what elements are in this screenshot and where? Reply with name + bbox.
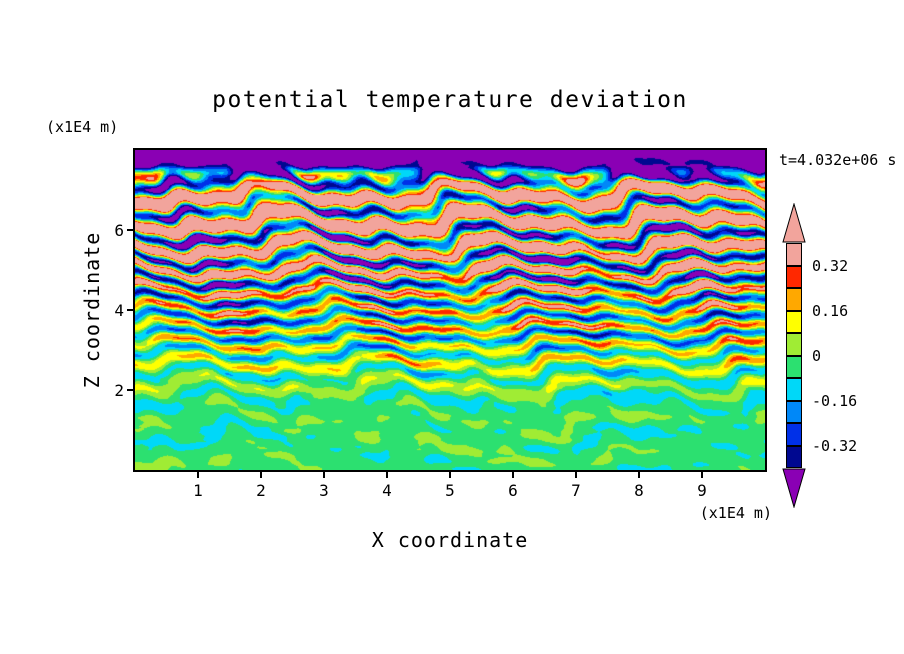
colorbar-segment xyxy=(786,333,802,356)
colorbar-tick-label: 0.32 xyxy=(812,256,849,275)
colorbar-tick-label: -0.32 xyxy=(812,436,858,455)
colorbar-segment xyxy=(786,310,802,333)
x-axis-tick xyxy=(575,472,577,478)
x-tick-label: 9 xyxy=(697,481,707,500)
colorbar-segment xyxy=(786,355,802,378)
x-axis-tick xyxy=(701,472,703,478)
x-axis-unit-label: (x1E4 m) xyxy=(699,504,772,522)
x-axis-tick xyxy=(638,472,640,478)
x-axis-tick xyxy=(512,472,514,478)
chart-title: potential temperature deviation xyxy=(212,87,688,113)
x-tick-label: 4 xyxy=(382,481,392,500)
colorbar-segment xyxy=(786,400,802,423)
x-axis-tick xyxy=(197,472,199,478)
colorbar-tick-label: 0.16 xyxy=(812,301,849,320)
contour-field-canvas xyxy=(135,150,765,470)
x-tick-label: 5 xyxy=(445,481,455,500)
colorbar-tick-label: -0.16 xyxy=(812,391,858,410)
colorbar-segment xyxy=(786,265,802,288)
colorbar-segment xyxy=(786,423,802,446)
z-axis-unit-label: (x1E4 m) xyxy=(46,118,119,136)
x-tick-label: 1 xyxy=(193,481,203,500)
colorbar-segment xyxy=(786,445,802,468)
x-axis-tick xyxy=(260,472,262,478)
x-axis-tick xyxy=(386,472,388,478)
x-tick-label: 7 xyxy=(571,481,581,500)
colorbar-segment xyxy=(786,288,802,311)
colorbar-segment xyxy=(786,378,802,401)
colorbar-under-arrow xyxy=(782,468,806,508)
plot-frame xyxy=(133,148,767,472)
x-tick-label: 2 xyxy=(256,481,266,500)
x-tick-label: 3 xyxy=(319,481,329,500)
z-axis-title: Z coordinate xyxy=(80,231,104,389)
x-axis-tick xyxy=(449,472,451,478)
colorbar-tick-label: 0 xyxy=(812,346,822,365)
colorbar-over-arrow xyxy=(782,203,806,243)
x-axis-tick xyxy=(323,472,325,478)
colorbar-segment xyxy=(786,243,802,266)
x-axis-title: X coordinate xyxy=(371,528,529,552)
x-tick-label: 6 xyxy=(508,481,518,500)
x-tick-label: 8 xyxy=(634,481,644,500)
time-annotation: t=4.032e+06 s xyxy=(779,151,897,169)
